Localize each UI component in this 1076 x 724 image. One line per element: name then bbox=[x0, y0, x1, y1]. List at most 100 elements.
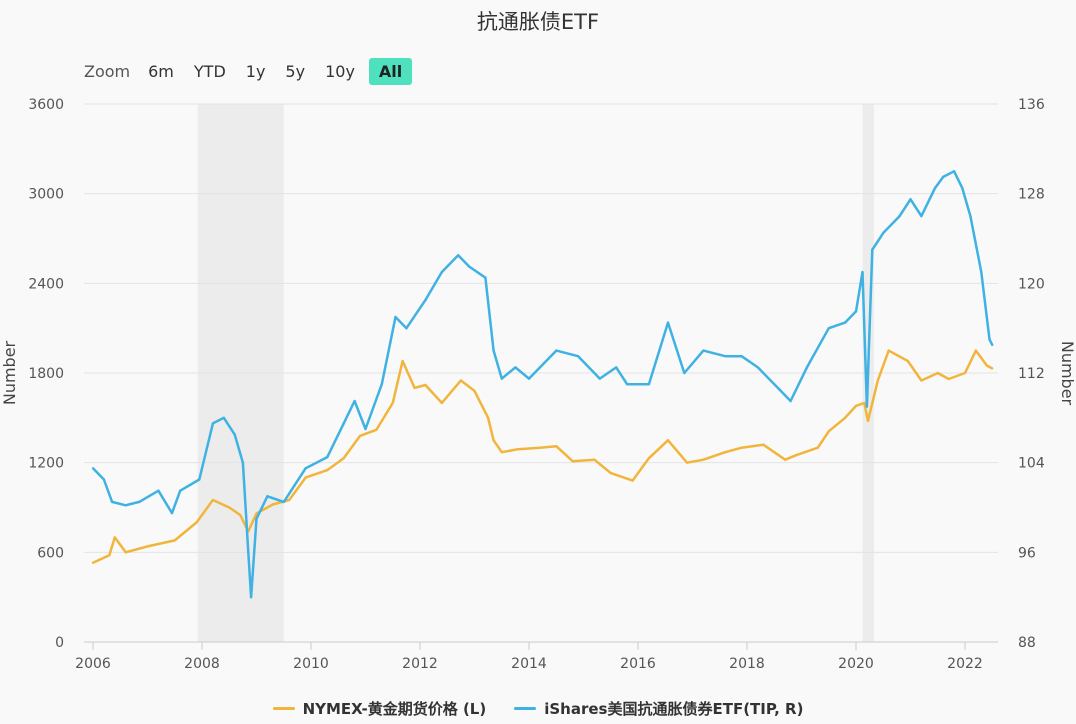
data-point-gold bbox=[762, 443, 765, 446]
data-point-gold bbox=[866, 419, 870, 423]
data-point-tip bbox=[170, 511, 174, 515]
data-point-gold bbox=[459, 379, 463, 382]
data-point-tip bbox=[740, 354, 743, 358]
data-point-gold bbox=[609, 471, 612, 475]
data-point-tip bbox=[843, 321, 847, 324]
data-point-gold bbox=[255, 512, 258, 515]
data-point-gold bbox=[440, 401, 443, 405]
legend-item-tip[interactable]: iShares美国抗通胀债券ETF(TIP, R) bbox=[514, 698, 803, 719]
y-right-tick-label: 136 bbox=[1018, 97, 1045, 113]
data-point-tip bbox=[241, 461, 245, 464]
y-left-tick-label: 1200 bbox=[28, 456, 64, 472]
data-point-gold bbox=[876, 379, 879, 382]
data-point-gold bbox=[500, 451, 503, 454]
legend-swatch-gold bbox=[272, 707, 295, 710]
data-point-gold bbox=[816, 446, 820, 449]
data-point-gold bbox=[375, 428, 378, 431]
data-point-tip bbox=[500, 377, 503, 380]
data-point-tip bbox=[255, 517, 258, 520]
data-point-tip bbox=[102, 478, 106, 481]
data-point-gold bbox=[326, 468, 329, 472]
data-point-gold bbox=[173, 539, 176, 542]
data-point-gold bbox=[974, 349, 978, 352]
data-point-tip bbox=[138, 500, 141, 504]
data-point-tip bbox=[492, 349, 495, 352]
data-point-tip bbox=[405, 326, 408, 330]
zoom-10y-button[interactable]: 10y bbox=[325, 62, 355, 81]
data-point-gold bbox=[647, 456, 651, 460]
data-point-gold bbox=[238, 513, 242, 517]
data-point-gold bbox=[555, 445, 558, 448]
data-point-gold bbox=[401, 359, 404, 363]
data-point-tip bbox=[598, 377, 602, 380]
data-point-tip bbox=[789, 399, 792, 403]
legend: NYMEX-黄金期货价格 (L) iShares美国抗通胀债券ETF(TIP, … bbox=[0, 698, 1076, 719]
y-left-tick-label: 2400 bbox=[28, 276, 64, 292]
legend-swatch-tip bbox=[514, 707, 537, 710]
data-point-tip bbox=[778, 388, 781, 392]
data-point-tip bbox=[326, 455, 329, 459]
data-point-tip bbox=[961, 186, 964, 190]
data-point-tip bbox=[342, 422, 345, 425]
data-point-gold bbox=[271, 503, 275, 506]
data-point-tip bbox=[991, 343, 994, 347]
data-point-gold bbox=[571, 459, 574, 463]
data-point-tip bbox=[456, 254, 460, 257]
zoom-1y-button[interactable]: 1y bbox=[245, 62, 266, 81]
x-tick-label: 2014 bbox=[511, 656, 547, 672]
data-point-tip bbox=[157, 489, 160, 492]
data-point-tip bbox=[952, 170, 956, 173]
x-tick-label: 2016 bbox=[620, 656, 656, 672]
y-right-tick-label: 88 bbox=[1018, 635, 1036, 651]
data-point-gold bbox=[358, 434, 362, 437]
data-point-gold bbox=[947, 377, 950, 381]
data-point-gold bbox=[702, 458, 705, 461]
data-point-gold bbox=[113, 536, 117, 539]
data-point-tip bbox=[266, 495, 269, 498]
data-point-gold bbox=[963, 371, 967, 375]
data-point-gold bbox=[195, 521, 198, 524]
data-point-tip bbox=[625, 383, 629, 386]
legend-label-gold: NYMEX-黄金期货价格 (L) bbox=[302, 700, 487, 718]
y-left-tick-label: 3600 bbox=[28, 97, 64, 113]
x-tick-label: 2006 bbox=[75, 656, 111, 672]
zoom-label: Zoom bbox=[84, 62, 131, 81]
x-tick-label: 2022 bbox=[947, 656, 983, 672]
legend-item-gold[interactable]: NYMEX-黄金期货价格 (L) bbox=[272, 698, 487, 719]
data-point-tip bbox=[724, 354, 727, 358]
data-point-gold bbox=[794, 453, 798, 457]
data-point-gold bbox=[991, 367, 994, 370]
data-point-tip bbox=[467, 265, 471, 268]
data-point-tip bbox=[865, 405, 869, 408]
data-point-gold bbox=[666, 439, 670, 442]
data-point-tip bbox=[576, 354, 580, 358]
data-point-tip bbox=[942, 175, 945, 179]
data-point-tip bbox=[969, 214, 972, 218]
data-point-gold bbox=[906, 359, 909, 363]
y-right-tick-label: 104 bbox=[1018, 456, 1045, 472]
x-tick-label: 2012 bbox=[402, 656, 438, 672]
data-point-tip bbox=[980, 270, 983, 274]
data-point-gold bbox=[538, 446, 542, 449]
y-left-tick-label: 1800 bbox=[28, 366, 64, 382]
data-point-gold bbox=[91, 561, 95, 564]
zoom-all-button[interactable]: All bbox=[368, 58, 413, 85]
data-point-gold bbox=[413, 386, 416, 390]
data-point-gold bbox=[854, 404, 858, 408]
data-point-tip bbox=[124, 504, 127, 507]
chart-title: 抗通胀债ETF bbox=[476, 10, 600, 34]
data-point-tip bbox=[247, 551, 250, 554]
zoom-ytd-button[interactable]: YTD bbox=[193, 62, 226, 81]
data-point-gold bbox=[843, 416, 847, 420]
data-point-gold bbox=[211, 498, 215, 502]
data-point-gold bbox=[108, 554, 111, 557]
zoom-5y-button[interactable]: 5y bbox=[285, 62, 306, 81]
x-tick-label: 2020 bbox=[838, 656, 874, 672]
zoom-6m-button[interactable]: 6m bbox=[148, 62, 174, 81]
x-tick-label: 2008 bbox=[184, 656, 220, 672]
data-point-tip bbox=[211, 422, 215, 425]
gridlines bbox=[84, 103, 998, 643]
data-point-tip bbox=[647, 383, 651, 386]
series-lines bbox=[91, 170, 994, 599]
